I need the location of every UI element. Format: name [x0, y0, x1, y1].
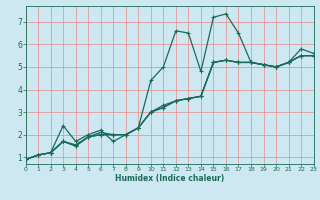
X-axis label: Humidex (Indice chaleur): Humidex (Indice chaleur)	[115, 174, 224, 183]
